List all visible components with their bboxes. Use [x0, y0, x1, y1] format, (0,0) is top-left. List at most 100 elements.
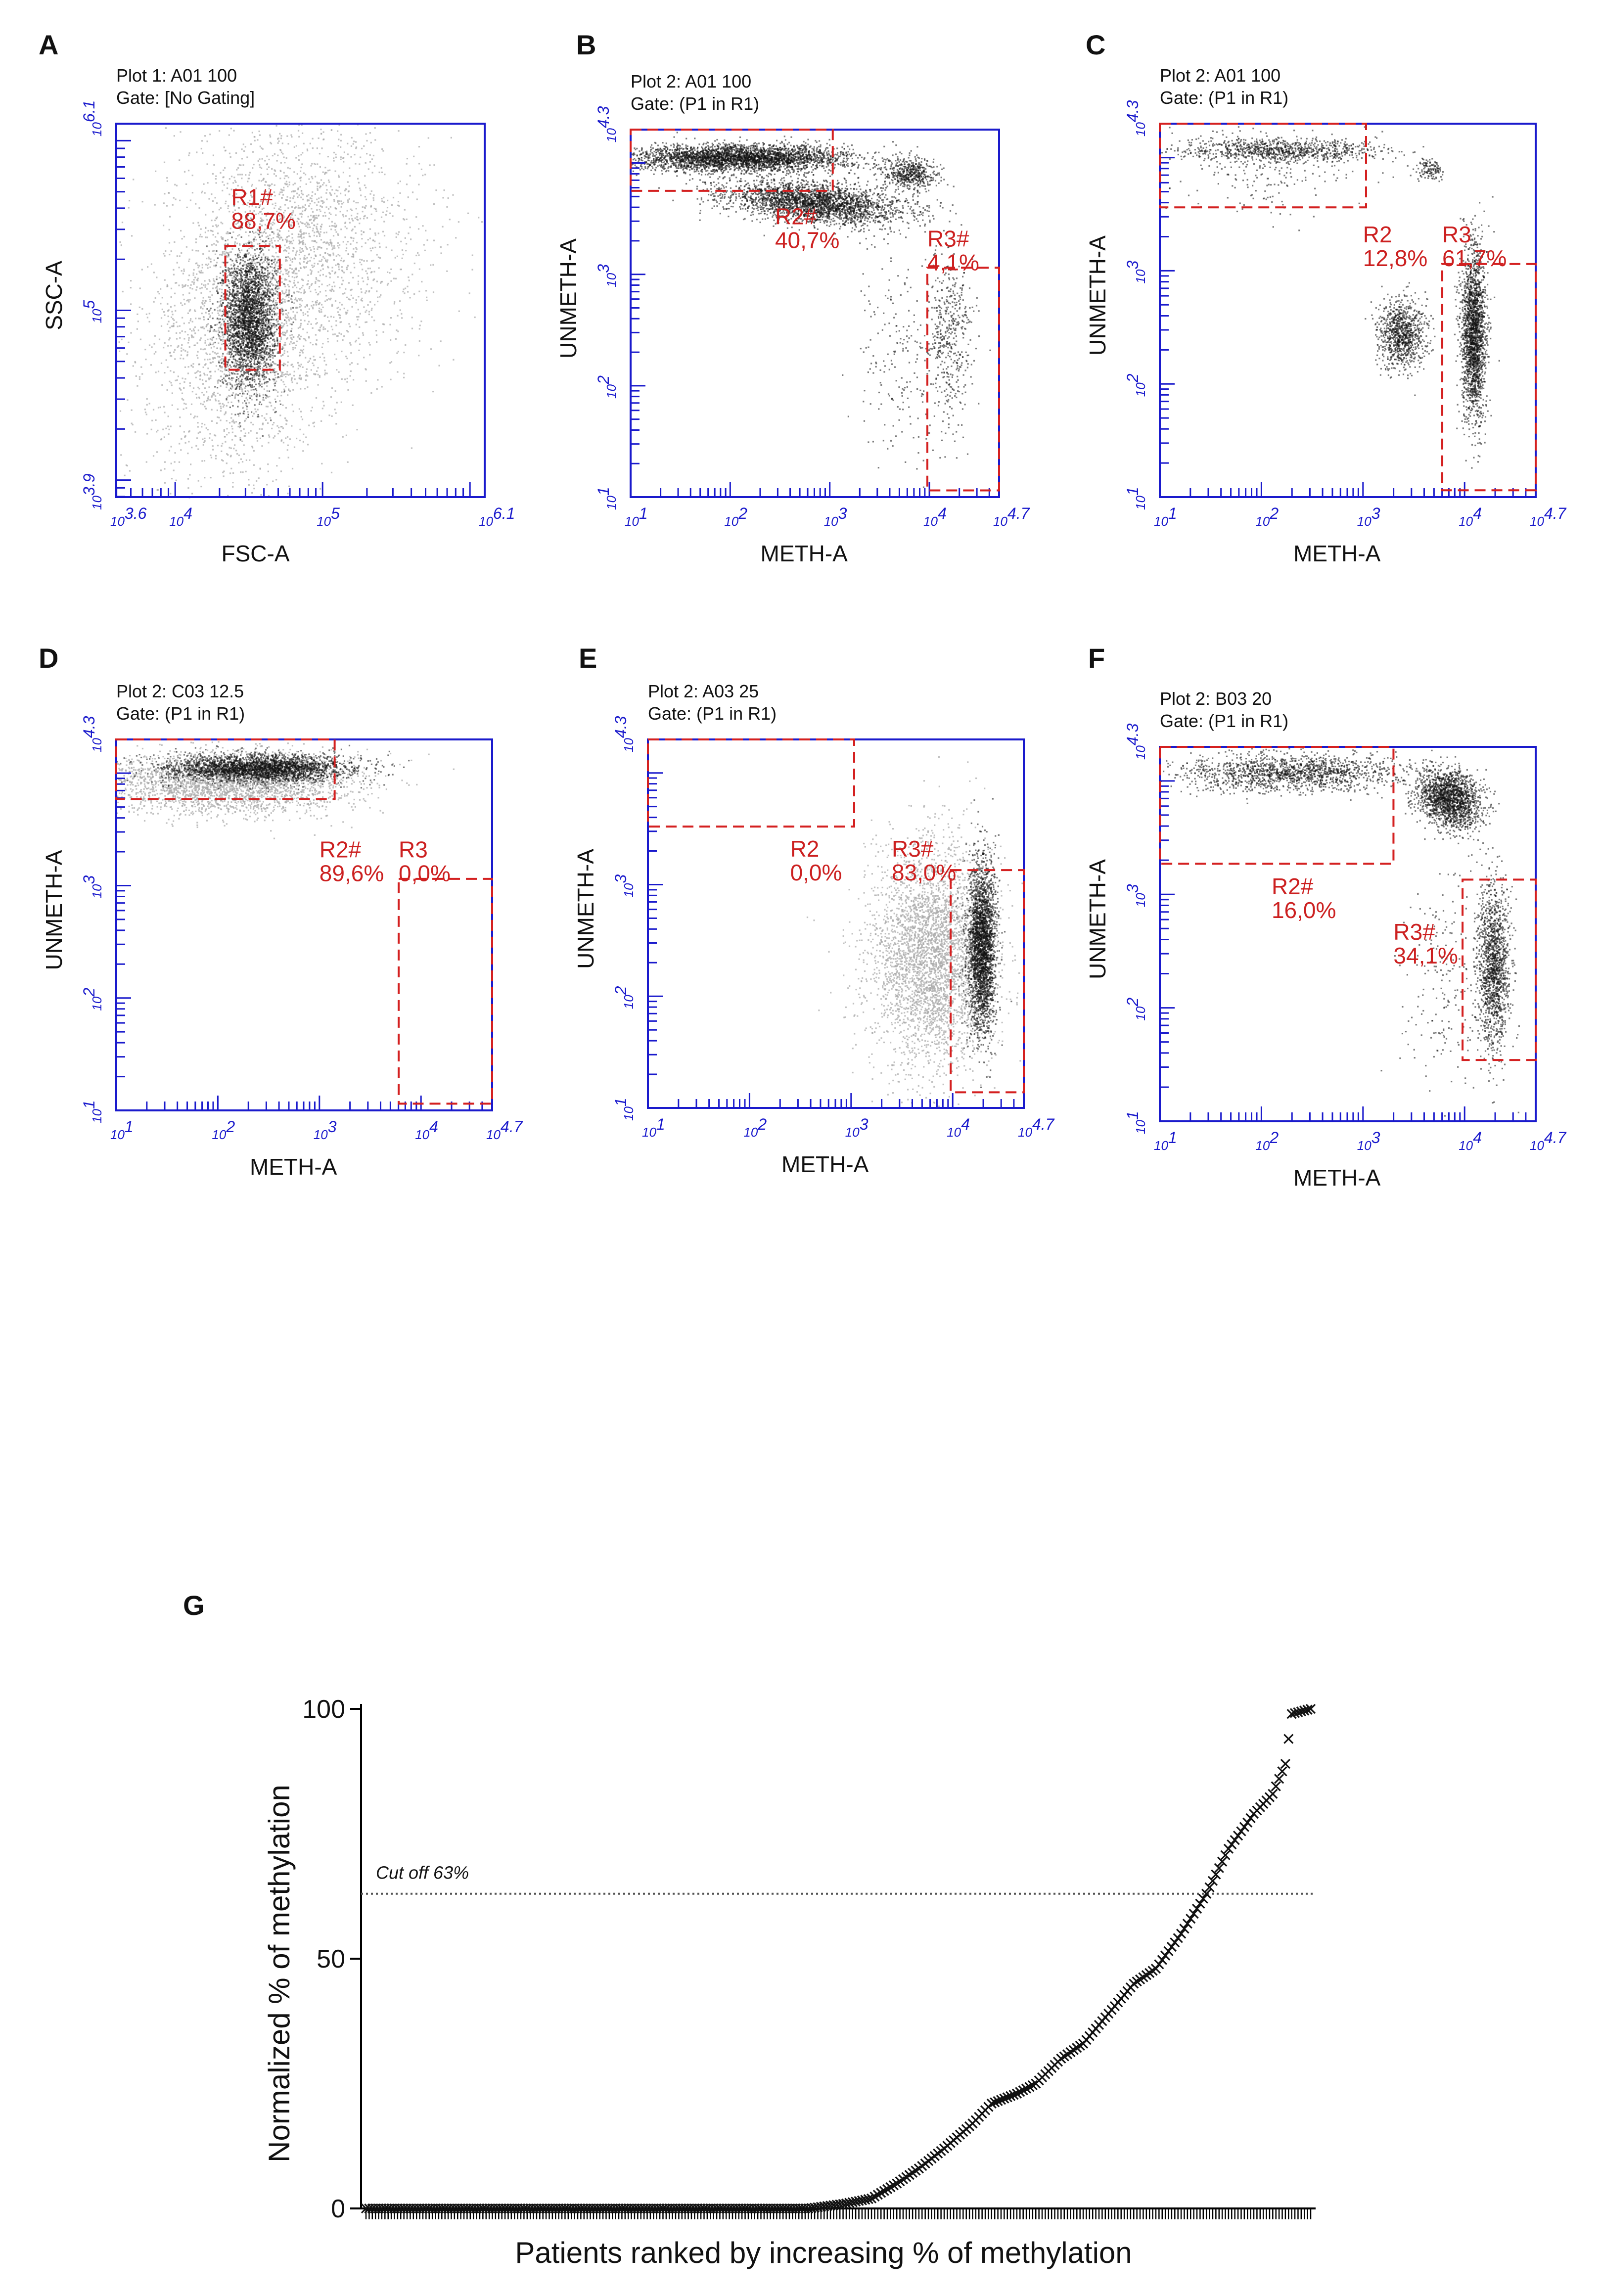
data-point: [1182, 1919, 1193, 1929]
data-point: [1179, 1924, 1189, 1934]
y-axis-label: SSC-A: [41, 261, 67, 330]
y-tick-label: 102: [1124, 373, 1148, 397]
data-point: [1289, 1708, 1300, 1718]
data-point: [1242, 1817, 1253, 1828]
cutoff-label: Cut off 63%: [376, 1863, 469, 1883]
y-tick-label: 102: [80, 988, 104, 1011]
data-point: [1204, 1882, 1215, 1892]
data-point: [1186, 1914, 1196, 1924]
gate-percent: 89,6%: [320, 861, 384, 886]
data-point: [993, 2096, 1003, 2106]
data-point: [1305, 1703, 1316, 1714]
gate-name: R3#: [892, 836, 934, 862]
x-tick-label: 104.7: [1530, 1129, 1567, 1153]
x-ticks: [365, 2208, 1312, 2219]
scatter-points: [1161, 126, 1500, 469]
dot-cluster: [206, 190, 294, 441]
data-point: [1207, 1876, 1218, 1886]
gate-r1: R1#88,7%: [224, 184, 296, 371]
plot-frame: [1159, 123, 1537, 498]
data-point: [1230, 1835, 1240, 1845]
data-point: [1239, 1822, 1249, 1832]
gate-header: Gate: (P1 in R1): [648, 703, 777, 724]
gate-name: R2: [1363, 222, 1392, 247]
dot-cluster: [1365, 282, 1436, 396]
gate-r3: R3#83,0%: [892, 836, 1025, 1094]
gate-r2: R2#89,6%: [115, 738, 384, 886]
data-point: [996, 2095, 1006, 2105]
gate-percent: 40,7%: [775, 227, 839, 253]
plot-header: Plot 2: B03 20: [1160, 689, 1272, 709]
scatter-points: [1160, 747, 1520, 1117]
y-tick-label: 102: [1124, 998, 1148, 1021]
plot-header: Plot 1: A01 100: [116, 65, 237, 86]
x-tick-label: 104.7: [486, 1118, 523, 1142]
dot-cluster: [1410, 158, 1444, 183]
y-axis-label: UNMETH-A: [555, 238, 581, 359]
y-axis-label: UNMETH-A: [1085, 859, 1110, 979]
dot-cluster: [118, 130, 469, 499]
gate-r3: R3#4,1%: [926, 226, 1000, 492]
y-tick-label: 50: [317, 1945, 345, 1974]
y-tick-label: 104.3: [80, 716, 104, 752]
x-axis-label: METH-A: [781, 1151, 869, 1177]
panel-letter: D: [39, 643, 58, 674]
gate-rect: [950, 869, 1025, 1094]
data-point: [1201, 1888, 1212, 1899]
gate-percent: 0,0%: [790, 860, 842, 885]
gate-rect: [630, 129, 834, 192]
dot-cluster: [907, 204, 991, 459]
gate-header: Gate: [No Gating]: [116, 88, 255, 108]
y-tick-label: 103: [80, 875, 104, 899]
y-tick-label: 103: [594, 264, 619, 287]
y-tick-label: 103.9: [80, 473, 104, 510]
x-tick-label: 104: [947, 1115, 970, 1140]
y-tick-label: 101: [612, 1098, 636, 1121]
gate-name: R3: [1442, 222, 1471, 247]
y-axis-label: UNMETH-A: [1085, 235, 1110, 356]
gate-name: R2#: [320, 837, 362, 863]
scatter-points: [118, 124, 483, 499]
plot-header: Plot 2: A01 100: [631, 71, 751, 92]
axis-ticks: [647, 772, 1025, 1109]
data-point: [1191, 1903, 1202, 1914]
dot-cluster: [1471, 812, 1520, 1113]
x-tick-label: 102: [1255, 1129, 1279, 1153]
data-point: [1280, 1758, 1291, 1769]
x-tick-label: 102: [743, 1115, 767, 1140]
data-points: [361, 1703, 1316, 2214]
y-tick-label: 103: [1124, 261, 1148, 284]
data-point: [1271, 1781, 1281, 1791]
x-tick-label: 103: [1357, 505, 1380, 529]
x-tick-label: 101: [642, 1115, 665, 1140]
y-axis-label: UNMETH-A: [573, 849, 598, 969]
plot-header: Plot 2: A01 100: [1160, 65, 1280, 86]
plot-header: Plot 2: A03 25: [648, 681, 759, 701]
x-tick-label: 105: [317, 505, 340, 529]
x-tick-label: 101: [625, 505, 648, 529]
y-tick-label: 101: [594, 487, 619, 510]
gate-rect: [398, 877, 494, 1105]
gate-name: R3: [399, 837, 428, 863]
y-tick-label: 101: [1124, 487, 1148, 510]
x-tick-label: 104: [1459, 1129, 1482, 1153]
data-point: [1173, 1933, 1183, 1943]
y-tick-label: 103: [1124, 884, 1148, 907]
x-tick-label: 102: [1255, 505, 1279, 529]
gate-percent: 61,7%: [1442, 245, 1507, 271]
scatter-points: [116, 741, 455, 839]
gate-rect: [1159, 123, 1367, 209]
dot-cluster: [955, 798, 1012, 1088]
data-point: [1245, 1813, 1256, 1824]
data-point: [1268, 1789, 1278, 1799]
dot-cluster: [1380, 816, 1495, 1117]
x-tick-label: 104: [923, 505, 947, 529]
gate-percent: 88,7%: [231, 208, 295, 234]
